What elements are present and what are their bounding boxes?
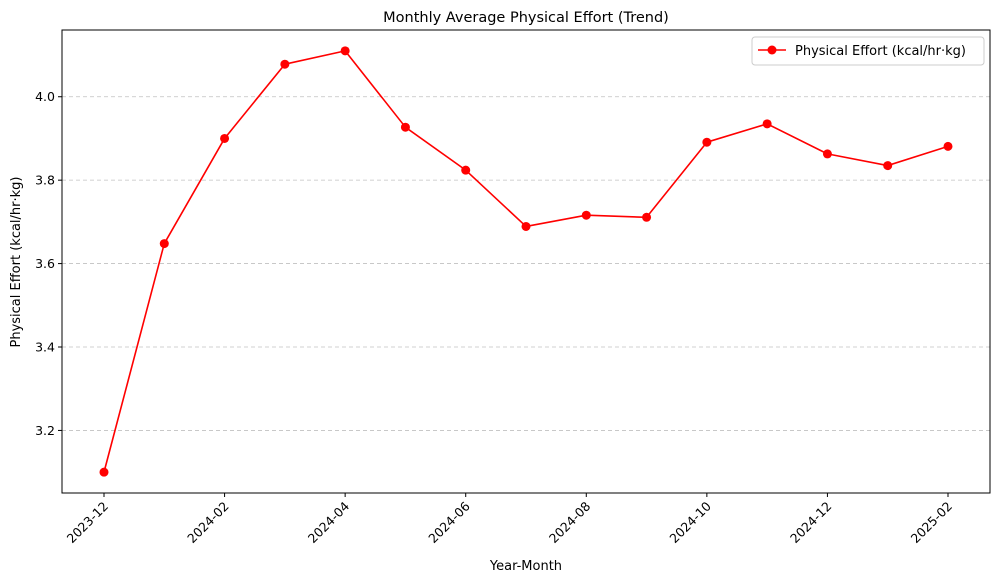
x-tick-label: 2024-06 [425,498,473,546]
data-point [159,239,169,249]
data-point [702,137,712,147]
series-line [103,50,949,473]
data-point [883,161,893,171]
data-point [220,133,230,143]
y-tick-label: 3.4 [35,340,55,355]
legend-label: Physical Effort (kcal/hr·kg) [795,44,966,59]
data-point [99,467,109,477]
x-tick-label: 2025-02 [908,499,956,547]
data-point [461,165,471,175]
data-point [822,149,832,159]
data-point [943,141,953,151]
y-axis: 3.2 3.4 3.6 3.8 4.0 [35,89,62,438]
x-tick-label: 2024-04 [305,498,353,546]
data-point [642,212,652,222]
legend-frame [751,36,985,66]
x-tick-label: 2024-12 [787,499,835,547]
legend-marker [767,45,777,55]
x-axis-label: Year-Month [489,559,562,574]
y-axis-label: Physical Effort (kcal/hr·kg) [9,177,24,348]
series-group [99,46,953,477]
data-point [762,119,772,129]
legend: Physical Effort (kcal/hr·kg) [751,36,985,66]
x-tick-label: 2024-02 [184,499,232,547]
data-point [400,122,410,132]
y-tick-label: 4.0 [35,89,55,104]
x-axis: 2023-12 2024-02 2024-04 2024-06 2024-08 2024-… [64,493,956,547]
x-tick-label: 2024-08 [546,498,594,546]
y-tick-label: 3.6 [35,256,55,271]
gridlines [62,96,990,431]
data-point [340,46,350,56]
data-point [521,221,531,231]
x-tick-label: 2024-10 [666,498,714,546]
y-tick-label: 3.2 [35,423,55,438]
data-point [581,210,591,220]
y-tick-label: 3.8 [35,173,55,188]
data-point [280,59,290,69]
chart-title: Monthly Average Physical Effort (Trend) [383,10,669,26]
plot-frame [61,29,991,494]
x-tick-label: 2023-12 [64,499,112,547]
